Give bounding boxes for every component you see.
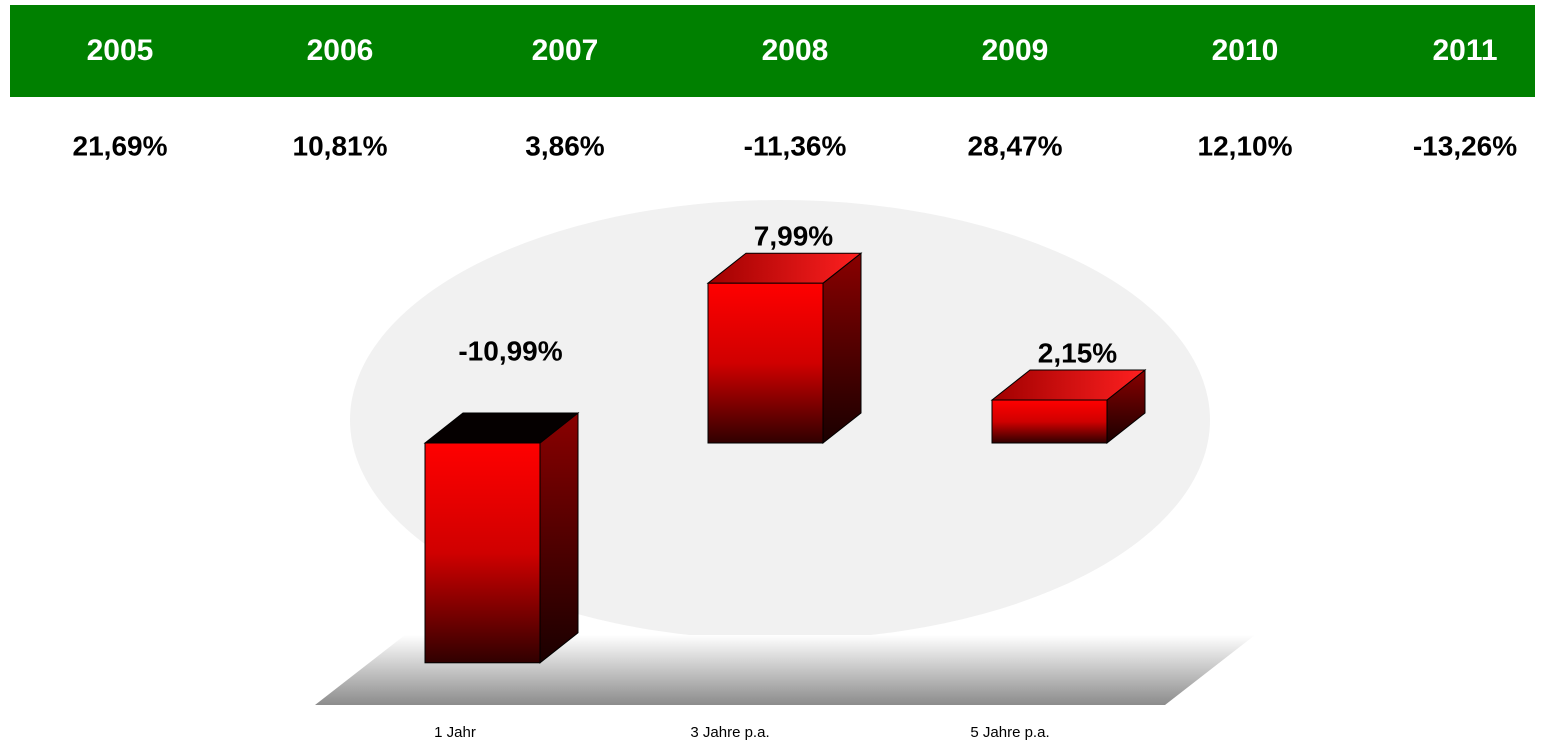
header-band	[10, 5, 1535, 97]
year-label: 2010	[1212, 34, 1279, 67]
value-label: -10,99%	[458, 335, 562, 366]
bar-side	[822, 252, 862, 445]
year-label: 2007	[532, 34, 599, 67]
return-value: 3,86%	[525, 130, 604, 161]
return-value: 12,10%	[1198, 130, 1293, 161]
year-label: 2009	[982, 34, 1049, 67]
year-label: 2006	[307, 34, 374, 67]
value-label: 2,15%	[1038, 337, 1117, 368]
category-label: 5 Jahre p.a.	[970, 724, 1049, 741]
bar-side	[539, 411, 579, 664]
bar	[423, 411, 580, 664]
return-value: -11,36%	[744, 130, 847, 161]
bar	[990, 368, 1147, 445]
year-label: 2005	[87, 34, 154, 67]
bars: -10,99% 1 Jahr 7,99% 3 Jahre p.a. 2,15% 5 Jah…	[423, 221, 1147, 741]
returns-table: 2005 2006 2007 2008 2009 2010 2011 21,69% 10,81%…	[73, 34, 1518, 161]
bar-front	[424, 442, 541, 664]
category-label: 1 Jahr	[434, 724, 476, 741]
return-value: 21,69%	[73, 130, 168, 161]
bar	[706, 252, 863, 445]
year-label: 2008	[762, 34, 829, 67]
return-value: 28,47%	[968, 130, 1063, 161]
return-value: 10,81%	[293, 130, 388, 161]
year-label: 2011	[1432, 34, 1497, 67]
category-label: 3 Jahre p.a.	[690, 724, 769, 741]
value-label: 7,99%	[754, 221, 833, 252]
bar-front	[707, 282, 824, 444]
return-value: -13,26%	[1413, 130, 1517, 161]
bar-front	[991, 399, 1108, 444]
